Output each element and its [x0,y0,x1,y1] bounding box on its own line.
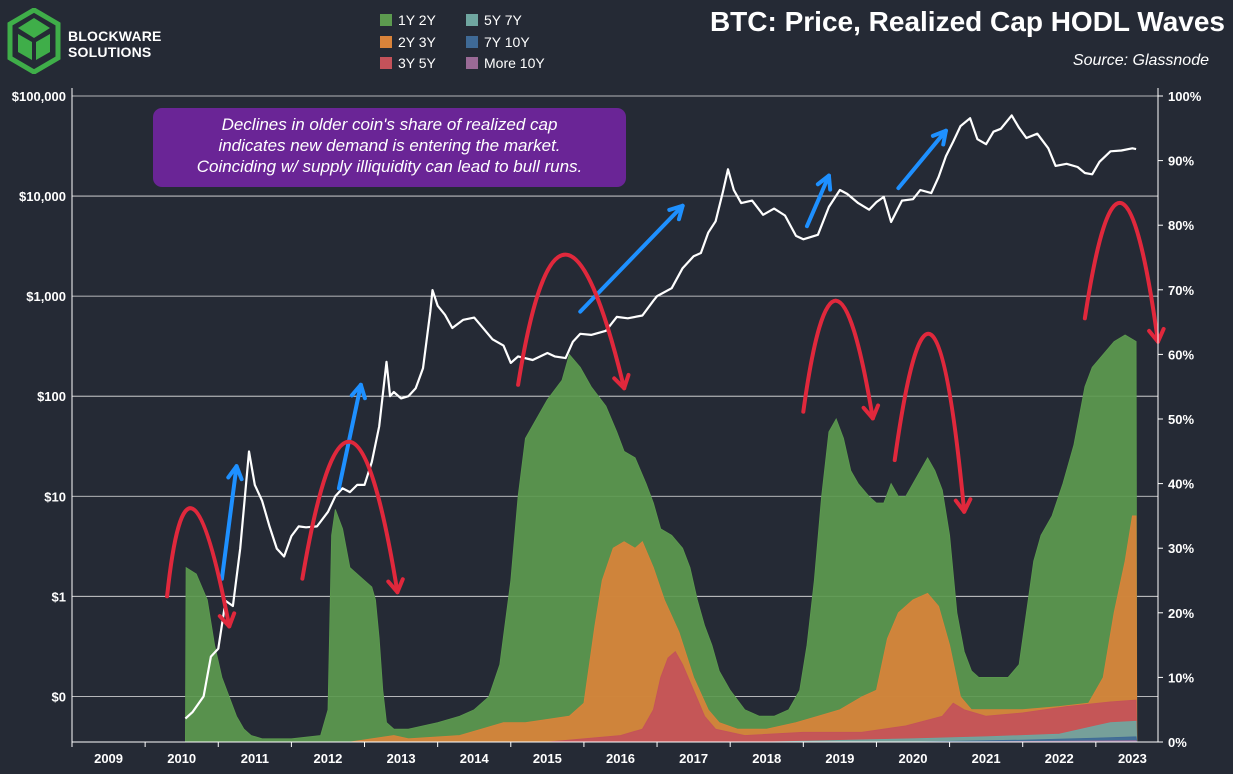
note-line-2: indicates new demand is entering the mar… [218,136,561,155]
brand-line-2: SOLUTIONS [68,44,152,60]
legend-item-7y-10y: 7Y 10Y [466,34,530,50]
left-tick-label: $1,000 [26,289,66,304]
price-line-group [184,114,1137,720]
red-arc-arrow-head [217,611,237,629]
blockware-cube-logo-icon [7,7,61,75]
x-tick-label: 2012 [313,751,342,766]
red-arc-arrow-head [386,577,405,595]
area-3y-5y [547,650,1138,743]
blue-arrow-head [349,382,367,401]
left-tick-label: $100 [37,389,66,404]
legend-label: 1Y 2Y [398,12,436,28]
red-arc-arrow [165,506,232,629]
red-arc-arrow-head [953,497,973,514]
chart-axes: $100,000 $10,000 $1,000 $100 $10 $1 $0 100% 90% 8… [12,88,1202,766]
left-tick-label: $10 [44,489,66,504]
right-tick-label: 30% [1168,541,1194,556]
right-tick-label: 100% [1168,89,1202,104]
note-line-1: Declines in older coin's share of realiz… [221,115,558,134]
right-tick-label: 80% [1168,218,1194,233]
legend-item-1y-2y: 1Y 2Y [380,12,436,28]
legend-label: 3Y 5Y [398,55,436,71]
left-tick-label: $0 [52,689,66,704]
right-tick-label: 90% [1168,154,1194,169]
blue-arrow-shaft [896,128,948,191]
chart-title: BTC: Price, Realized Cap HODL Waves [709,6,1225,37]
x-tick-label: 2016 [606,751,635,766]
left-tick-label: $100,000 [12,89,66,104]
legend-item-2y-3y: 2Y 3Y [380,34,436,50]
brand-line-1: BLOCKWARE [68,28,162,44]
x-tick-label: 2013 [387,751,416,766]
legend-swatch [466,57,478,69]
blue-arrow-head [930,128,948,147]
price-line [184,114,1137,720]
annotation-note-box: Declines in older coin's share of realiz… [153,108,626,187]
blue-arrow-shaft [336,382,363,491]
legend-item-5y-7y: 5Y 7Y [466,12,522,28]
right-tick-label: 40% [1168,477,1194,492]
legend-swatch [466,36,478,48]
x-tick-label: 2023 [1118,751,1147,766]
area-5y-7y [766,720,1138,743]
legend-item-3y-5y: 3Y 5Y [380,55,436,71]
blue-arrow-head [815,173,833,192]
right-tick-label: 0% [1168,735,1187,750]
x-tick-label: 2019 [825,751,854,766]
red-arc-arrow-head [612,372,631,391]
x-tick-label: 2009 [94,751,123,766]
chart-source: Source: Glassnode [1072,52,1209,69]
x-tick-label: 2021 [972,751,1001,766]
area-2y-3y [349,515,1138,743]
red-arc-arrow-head [861,403,881,421]
hodl-wave-areas [184,334,1138,743]
blue-arrow-head [667,203,685,222]
right-tick-label: 60% [1168,347,1194,362]
legend-label: 5Y 7Y [484,12,522,28]
note-line-3: Coinciding w/ supply illiquidity can lea… [196,157,583,176]
blue-arrow-shaft [804,173,831,229]
legend-swatch [380,36,392,48]
red-arc-arrow [516,252,627,391]
right-tick-label: 50% [1168,412,1194,427]
legend-swatch [380,14,392,26]
right-tick-label: 20% [1168,606,1194,621]
x-tick-label: 2017 [679,751,708,766]
left-tick-label: $10,000 [19,189,66,204]
legend-label: More 10Y [484,55,545,71]
legend-swatch [466,14,478,26]
annotation-arrows [165,128,1166,629]
legend-item-more-10y: More 10Y [466,55,545,71]
right-tick-label: 70% [1168,283,1194,298]
x-tick-label: 2020 [899,751,928,766]
right-tick-label: 10% [1168,670,1194,685]
x-tick-label: 2011 [241,751,269,766]
blue-arrow-head [226,464,244,482]
chart-legend: 1Y 2Y 2Y 3Y 3Y 5Y 5Y 7Y 7Y 10Y More 10Y [380,10,580,76]
legend-label: 2Y 3Y [398,34,436,50]
red-arc-arrow [300,439,400,595]
red-arc-arrow [1082,201,1160,344]
red-arc-arrow [801,298,875,421]
blue-arrow-shaft [219,464,239,581]
x-tick-label: 2022 [1045,751,1074,766]
x-tick-label: 2010 [167,751,196,766]
legend-swatch [380,57,392,69]
left-tick-label: $1 [52,589,66,604]
red-arc-arrow [892,331,967,514]
x-tick-label: 2018 [752,751,781,766]
x-tick-label: 2014 [460,751,490,766]
legend-label: 7Y 10Y [484,34,530,50]
brand-logo: BLOCKWARE SOLUTIONS [6,7,166,76]
x-tick-label: 2015 [533,751,562,766]
